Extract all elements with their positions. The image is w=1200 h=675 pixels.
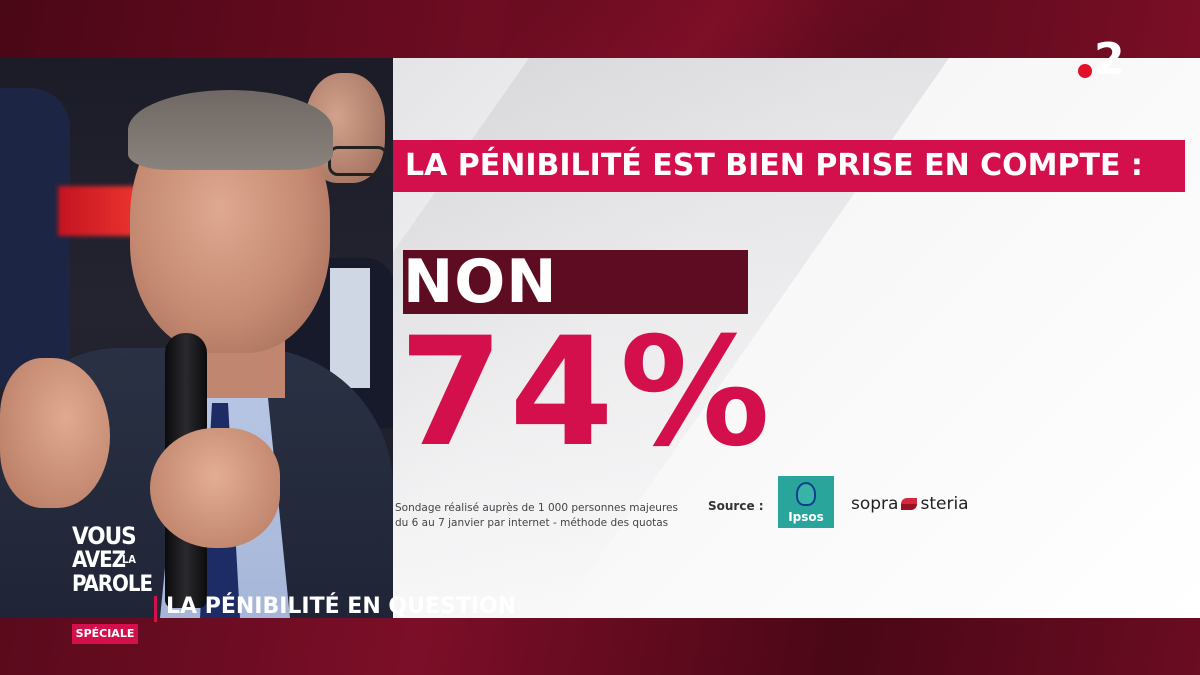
channel-logo-dot-icon <box>1078 64 1092 78</box>
speaker-hair <box>128 90 333 170</box>
bottom-frame-band <box>0 618 1200 675</box>
answer-background-box <box>403 250 748 314</box>
survey-note-line-1: Sondage réalisé auprès de 1 000 personne… <box>395 502 678 514</box>
sopra-steria-mark-icon <box>901 498 918 510</box>
sopra-logo-left: sopra <box>851 494 899 514</box>
lower-third-divider <box>154 596 157 622</box>
show-logo-line-2: AVEZ <box>72 548 126 573</box>
poll-percentage: 74% <box>399 306 777 480</box>
poll-graphic-panel: LA PÉNIBILITÉ EST BIEN PRISE EN COMPTE :… <box>393 58 1200 618</box>
top-frame-band <box>0 0 1200 58</box>
speaker-right-hand <box>150 428 280 548</box>
studio-background-screen <box>0 88 70 388</box>
show-logo-line-3: PAROLE <box>72 572 153 597</box>
survey-note-line-2: du 6 au 7 janvier par internet - méthode… <box>395 517 669 529</box>
ipsos-logo: Ipsos <box>778 476 834 528</box>
channel-logo-number: 2 <box>1094 34 1125 85</box>
survey-methodology-note: Sondage réalisé auprès de 1 000 personne… <box>395 501 695 531</box>
ipsos-logo-text: Ipsos <box>788 510 824 524</box>
sopra-steria-logo: sopra steria <box>851 494 969 514</box>
camera-feed <box>0 58 393 618</box>
ipsos-face-icon <box>796 482 816 506</box>
lower-third-title: LA PÉNIBILITÉ EN QUESTION <box>166 594 517 619</box>
speaker-left-hand <box>0 358 110 508</box>
special-edition-badge: SPÉCIALE <box>72 624 138 644</box>
show-logo-line-2-small: LA <box>122 553 136 566</box>
poll-answer-label: NON <box>403 247 558 317</box>
source-label: Source : <box>708 499 764 513</box>
channel-logo: 2 <box>1074 38 1134 84</box>
poll-question-headline: LA PÉNIBILITÉ EST BIEN PRISE EN COMPTE : <box>393 140 1185 192</box>
background-person-glasses <box>328 146 388 176</box>
background-person-shirt <box>330 268 370 388</box>
show-logo-line-1: VOUS <box>72 522 137 550</box>
sopra-logo-right: steria <box>920 494 969 514</box>
